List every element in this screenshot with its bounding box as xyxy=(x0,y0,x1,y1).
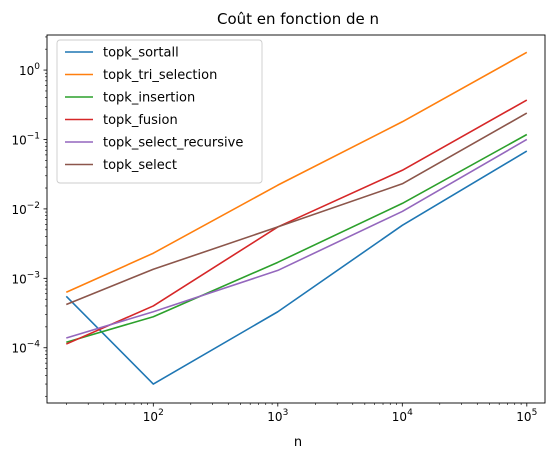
chart-title: Coût en fonction de n xyxy=(217,10,379,28)
series-line-topk_sortall xyxy=(65,150,528,385)
x-tick-label: 105 xyxy=(516,408,537,424)
y-tick-label: 10−4 xyxy=(11,340,40,356)
y-tick-label: 10−2 xyxy=(11,201,40,217)
legend-label: topk_fusion xyxy=(103,113,178,128)
y-tick-label: 10−3 xyxy=(11,270,40,286)
x-tick-label: 104 xyxy=(392,408,413,424)
series-line-topk_tri_selection xyxy=(65,51,528,293)
legend-label: topk_insertion xyxy=(103,91,195,106)
series-lines xyxy=(65,51,528,385)
y-tick-label: 10−1 xyxy=(11,131,40,147)
series-line-topk_select_recursive xyxy=(66,138,528,339)
series-line-topk_select xyxy=(65,112,528,306)
legend-label: topk_tri_selection xyxy=(103,68,217,83)
axes: 102 103 104 105 10−4 10−3 10−2 10−1 100 xyxy=(11,34,546,424)
legend-label: topk_select xyxy=(103,158,177,173)
plot-frame xyxy=(46,34,546,404)
x-tick-label: 102 xyxy=(143,408,164,424)
legend: topk_sortall topk_tri_selection topk_inser… xyxy=(56,39,263,184)
x-axis-label: n xyxy=(294,435,302,450)
series-line-topk_insertion xyxy=(66,133,528,344)
legend-box xyxy=(56,39,263,184)
x-tick-label: 103 xyxy=(267,408,288,424)
legend-label: topk_select_recursive xyxy=(103,136,243,151)
legend-label: topk_sortall xyxy=(103,46,179,61)
y-tick-label: 100 xyxy=(19,62,40,78)
